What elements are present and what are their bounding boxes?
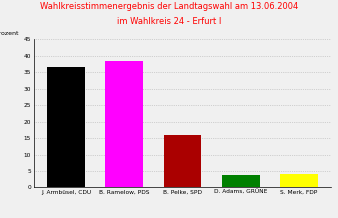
Bar (105, 61, 143, 187)
Bar (164, 135, 201, 187)
Text: im Wahlkreis 24 - Erfurt I: im Wahlkreis 24 - Erfurt I (117, 17, 221, 26)
Bar (280, 174, 318, 187)
Text: Prozent: Prozent (0, 31, 19, 36)
Bar (47, 67, 85, 187)
Text: Wahlkreisstimmenergebnis der Landtagswahl am 13.06.2004: Wahlkreisstimmenergebnis der Landtagswah… (40, 2, 298, 11)
Bar (222, 175, 260, 187)
